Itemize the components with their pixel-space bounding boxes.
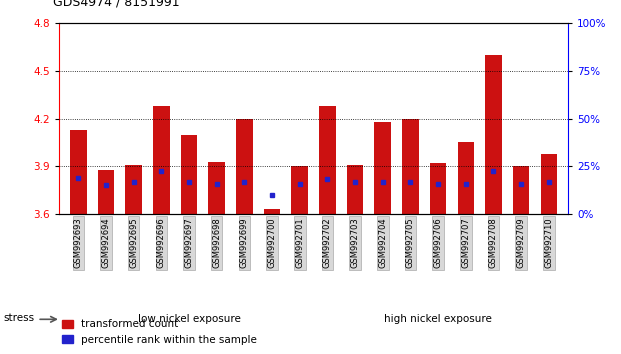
Text: GSM992710: GSM992710	[545, 218, 553, 268]
Bar	[291, 166, 308, 214]
Bar	[181, 135, 197, 214]
Text: GSM992695: GSM992695	[129, 218, 138, 268]
Bar	[209, 161, 225, 214]
Text: GSM992701: GSM992701	[295, 218, 304, 268]
Bar	[485, 55, 502, 214]
Legend: transformed count, percentile rank within the sample: transformed count, percentile rank withi…	[58, 315, 261, 349]
Bar	[97, 170, 114, 214]
Text: GDS4974 / 8151991: GDS4974 / 8151991	[53, 0, 179, 9]
Text: GSM992707: GSM992707	[461, 218, 470, 268]
Text: GSM992696: GSM992696	[157, 218, 166, 268]
Bar	[125, 165, 142, 214]
Bar	[319, 106, 336, 214]
Text: high nickel exposure: high nickel exposure	[384, 314, 492, 325]
Bar	[540, 154, 557, 214]
Text: GSM992699: GSM992699	[240, 218, 249, 268]
Text: GSM992706: GSM992706	[433, 218, 443, 268]
Text: GSM992709: GSM992709	[517, 218, 525, 268]
Text: stress: stress	[3, 313, 34, 323]
Bar	[264, 209, 281, 214]
Text: GSM992705: GSM992705	[406, 218, 415, 268]
Text: GSM992704: GSM992704	[378, 218, 388, 268]
Bar	[430, 163, 446, 214]
Text: low nickel exposure: low nickel exposure	[138, 314, 240, 325]
Bar	[70, 130, 87, 214]
Bar	[513, 166, 530, 214]
Text: GSM992703: GSM992703	[351, 218, 360, 268]
Text: GSM992708: GSM992708	[489, 218, 498, 268]
Bar	[153, 106, 170, 214]
Bar	[458, 143, 474, 214]
Text: GSM992694: GSM992694	[102, 218, 111, 268]
Text: GSM992702: GSM992702	[323, 218, 332, 268]
Bar	[347, 165, 363, 214]
Text: GSM992697: GSM992697	[184, 218, 194, 268]
Text: GSM992693: GSM992693	[74, 218, 83, 268]
Text: GSM992700: GSM992700	[268, 218, 276, 268]
Bar	[402, 119, 419, 214]
Bar	[236, 119, 253, 214]
Bar	[374, 122, 391, 214]
Text: GSM992698: GSM992698	[212, 218, 221, 268]
